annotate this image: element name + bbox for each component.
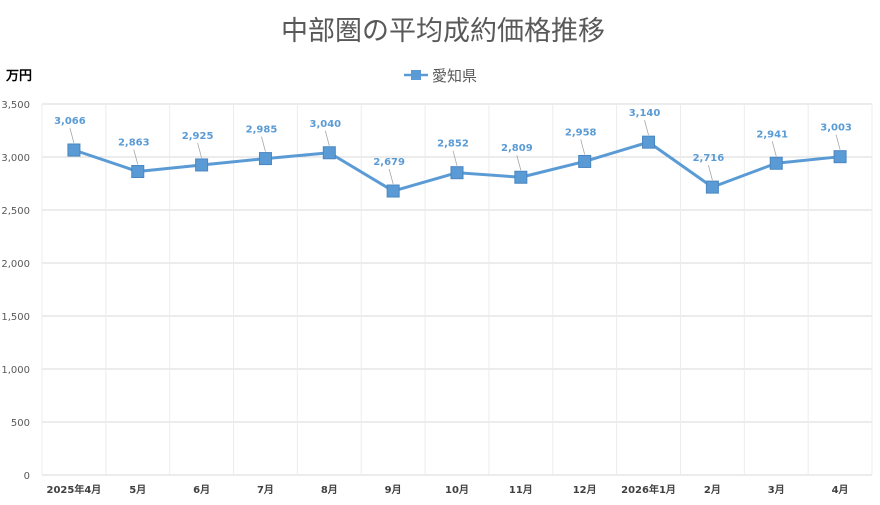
data-point-marker	[258, 152, 272, 166]
y-tick-label: 1,000	[1, 365, 30, 376]
label-leader-line	[580, 139, 586, 155]
x-tick-label: 6月	[193, 484, 210, 496]
data-point-marker	[769, 156, 783, 170]
y-tick-label: 1,500	[1, 312, 30, 323]
label-leader-line	[133, 149, 139, 165]
y-tick-label: 2,500	[1, 206, 30, 217]
x-tick-label: 7月	[257, 484, 274, 496]
gridlines	[41, 103, 873, 476]
label-leader-line	[516, 155, 522, 171]
legend-label: 愛知県	[432, 67, 477, 85]
data-label: 3,140	[629, 108, 661, 119]
data-label: 2,925	[182, 131, 214, 142]
data-point-marker	[578, 154, 592, 168]
y-tick-label: 3,000	[1, 153, 30, 164]
label-leader-line	[452, 150, 458, 166]
label-leader-line	[197, 142, 203, 159]
label-leader-line	[771, 141, 777, 157]
label-leader-line	[324, 130, 330, 146]
x-tick-label: 4月	[832, 484, 849, 496]
legend-marker	[411, 70, 421, 80]
data-point-marker	[386, 184, 400, 198]
data-labels: 3,066 2,863 2,925 2,985 3,040 2,679 2,852 2,809…	[54, 108, 852, 185]
x-tick-label: 10月	[445, 484, 469, 496]
data-label: 2,863	[118, 138, 150, 149]
x-tick-label: 11月	[509, 484, 533, 496]
data-label: 3,066	[54, 116, 86, 127]
data-point-marker	[195, 158, 209, 172]
label-leader-line	[388, 168, 394, 185]
y-axis-unit-label: 万円	[5, 69, 32, 84]
label-leader-line	[835, 134, 841, 150]
data-label: 2,679	[373, 157, 405, 168]
data-label: 2,852	[437, 139, 469, 150]
x-tick-label: 9月	[385, 484, 402, 496]
data-point-marker	[450, 166, 464, 180]
label-leader-line	[644, 120, 649, 136]
data-label: 2,809	[501, 143, 533, 154]
y-tick-label: 0	[24, 471, 30, 482]
x-tick-label: 8月	[321, 484, 338, 496]
x-tick-label: 3月	[768, 484, 785, 496]
data-label: 2,958	[565, 127, 597, 138]
x-tick-label: 2月	[704, 484, 721, 496]
x-tick-label: 5月	[129, 484, 146, 496]
y-tick-label: 500	[11, 418, 30, 429]
x-tick-label: 2025年4月	[47, 483, 102, 496]
data-point-marker	[833, 150, 847, 164]
data-point-marker	[67, 143, 81, 157]
data-label: 3,003	[820, 123, 852, 134]
data-label: 2,941	[756, 129, 788, 140]
x-tick-label: 12月	[573, 484, 597, 496]
label-leader-line	[707, 165, 713, 181]
label-leader-line	[261, 136, 266, 152]
legend: 愛知県	[404, 67, 477, 85]
data-label: 2,985	[246, 125, 278, 136]
y-axis-ticks: 0 500 1,000 1,500 2,000 2,500 3,000 3,500	[1, 100, 30, 482]
y-tick-label: 3,500	[1, 100, 30, 111]
x-tick-label: 2026年1月	[621, 483, 676, 496]
data-point-marker	[642, 135, 656, 149]
data-point-marker	[514, 170, 528, 184]
data-point-marker	[322, 146, 336, 160]
data-point-marker	[705, 180, 719, 194]
data-label: 2,716	[693, 153, 725, 164]
label-leader-line	[69, 127, 75, 144]
data-point-marker	[131, 165, 145, 179]
chart-title: 中部圏の平均成約価格推移	[281, 16, 605, 47]
y-tick-label: 2,000	[1, 259, 30, 270]
data-label: 3,040	[309, 119, 341, 130]
series-aichi	[67, 135, 847, 198]
x-axis-ticks: 2025年4月 5月 6月 7月 8月 9月 10月 11月 12月 2026年1月 2月 3月 4月	[47, 483, 849, 496]
